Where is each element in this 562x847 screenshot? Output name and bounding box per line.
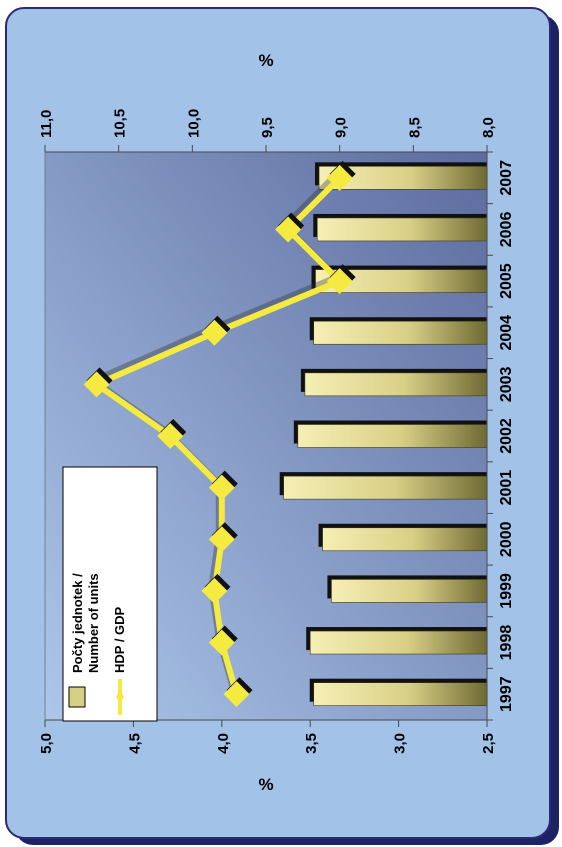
bar-1999 xyxy=(331,579,488,603)
right-tick-label: 9,5 xyxy=(259,117,276,138)
category-label-1999: 1999 xyxy=(498,573,515,609)
right-tick-label: 11,0 xyxy=(38,110,55,138)
left-tick-label: 5,0 xyxy=(38,733,55,754)
left-tick-label: 3,0 xyxy=(392,733,409,754)
bar-2003 xyxy=(304,372,488,397)
bar-2000 xyxy=(322,527,488,552)
bar-2006 xyxy=(316,217,488,242)
bar-2004 xyxy=(313,320,488,345)
category-label-1997: 1997 xyxy=(498,676,515,712)
left-tick-label: 4,5 xyxy=(126,733,143,754)
legend-item-units-line2: Number of units xyxy=(86,573,101,673)
gdp-point-2007 xyxy=(326,164,353,191)
gdp-point-1999 xyxy=(201,577,228,604)
category-label-2002: 2002 xyxy=(498,418,515,454)
right-tick-label: 9,0 xyxy=(333,117,350,138)
left-axis-ticks: 2,5 3,0 3,5 4,0 4,5 5,0 xyxy=(38,720,497,754)
gdp-point-2004 xyxy=(201,319,228,346)
gdp-point-2006 xyxy=(275,216,302,243)
right-tick-label: 8,0 xyxy=(480,117,497,138)
right-tick-label: 8,5 xyxy=(406,117,423,138)
left-tick-label: 3,5 xyxy=(303,733,320,754)
right-axis-label: % xyxy=(258,51,273,70)
category-axis-ticks: 1997 1998 1999 2000 2001 2002 2003 2004 2005 2006… xyxy=(487,151,515,721)
left-tick-label: 4,0 xyxy=(215,733,232,754)
bar-1997 xyxy=(313,682,488,706)
left-axis-label: % xyxy=(258,775,273,794)
category-label-2005: 2005 xyxy=(498,263,515,299)
gdp-point-2005 xyxy=(326,268,353,295)
legend: Počty jednotek / Number of units HDP / G… xyxy=(62,466,158,722)
category-label-2006: 2006 xyxy=(498,212,515,248)
gdp-point-1997 xyxy=(223,681,250,708)
gdp-point-1998 xyxy=(208,629,235,656)
left-tick-label: 2,5 xyxy=(480,733,497,754)
category-label-2003: 2003 xyxy=(498,366,515,402)
right-tick-label: 10,5 xyxy=(112,109,129,138)
line-series xyxy=(83,160,356,708)
bar-1998 xyxy=(309,630,488,655)
category-label-2001: 2001 xyxy=(498,470,515,506)
gdp-point-2000 xyxy=(208,526,235,553)
legend-bar-swatch xyxy=(68,686,86,708)
category-label-2000: 2000 xyxy=(498,521,515,557)
legend-item-gdp: HDP / GDP xyxy=(112,606,127,673)
gdp-point-2003 xyxy=(83,371,110,398)
gdp-point-2002 xyxy=(157,423,184,449)
gdp-point-2001 xyxy=(208,474,235,501)
category-label-1998: 1998 xyxy=(498,625,515,661)
right-axis-ticks: 8,0 8,5 9,0 9,5 10,0 10,5 11,0 xyxy=(38,109,497,152)
bar-series xyxy=(279,162,488,706)
bar-2001 xyxy=(283,475,488,500)
legend-item-units-line1: Počty jednotek / xyxy=(70,573,85,673)
right-tick-label: 10,0 xyxy=(185,109,202,138)
category-label-2004: 2004 xyxy=(498,315,515,351)
category-label-2007: 2007 xyxy=(498,160,515,196)
legend-marker-swatch xyxy=(116,690,124,704)
legend-box xyxy=(62,466,158,722)
bar-2002 xyxy=(297,424,488,448)
